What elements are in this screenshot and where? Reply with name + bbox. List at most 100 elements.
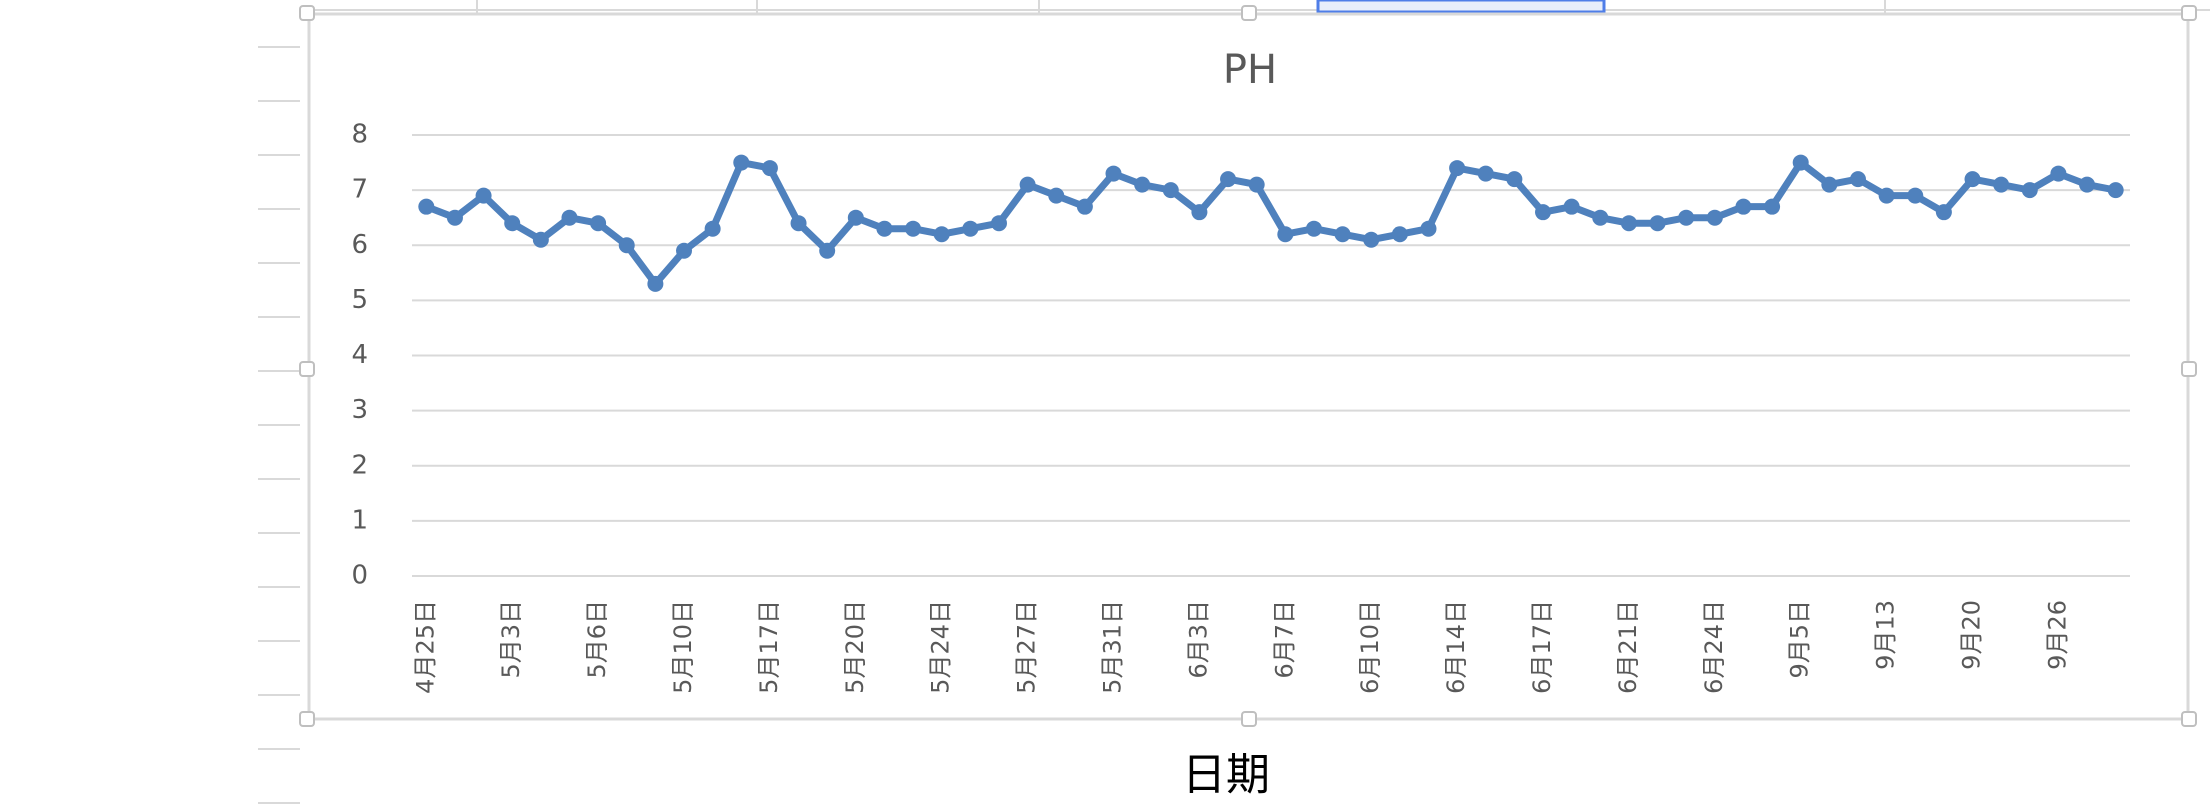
- x-tick-label: 6月24日: [1700, 600, 1728, 694]
- resize-handles: [299, 5, 2197, 727]
- data-point: [1735, 198, 1752, 215]
- y-tick-label: 2: [351, 450, 368, 480]
- handle[interactable]: [299, 361, 315, 377]
- y-tick-label: 1: [351, 505, 368, 535]
- x-tick-label: 5月10日: [669, 600, 697, 694]
- data-point: [1076, 198, 1093, 215]
- data-point: [475, 187, 492, 204]
- data-point: [1907, 187, 1924, 204]
- x-tick-label: 6月3日: [1184, 600, 1212, 679]
- data-point: [1935, 204, 1952, 221]
- data-point: [733, 154, 750, 171]
- data-point: [1334, 226, 1351, 243]
- data-point: [1305, 220, 1322, 237]
- data-point: [761, 160, 778, 177]
- x-tick-label: 5月31日: [1099, 600, 1127, 694]
- data-point: [1420, 220, 1437, 237]
- data-point: [1764, 198, 1781, 215]
- data-point: [618, 237, 635, 254]
- x-tick-label: 6月14日: [1442, 600, 1470, 694]
- data-point: [847, 209, 864, 226]
- data-point: [1792, 154, 1809, 171]
- data-point: [933, 226, 950, 243]
- data-point: [1162, 182, 1179, 199]
- data-point: [1449, 160, 1466, 177]
- data-point: [1535, 204, 1552, 221]
- y-tick-label: 8: [351, 120, 368, 150]
- data-point: [2079, 176, 2096, 193]
- data-point: [418, 198, 435, 215]
- handle[interactable]: [299, 711, 315, 727]
- data-point: [790, 215, 807, 232]
- data-point: [676, 242, 693, 259]
- x-tick-label: 9月20: [1958, 600, 1986, 670]
- data-point: [1878, 187, 1895, 204]
- data-point: [2107, 182, 2124, 199]
- data-point: [1821, 176, 1838, 193]
- y-tick-label: 7: [351, 175, 368, 205]
- data-point: [1019, 176, 1036, 193]
- data-point: [1563, 198, 1580, 215]
- y-tick-label: 3: [351, 395, 368, 425]
- data-point: [1477, 165, 1494, 182]
- data-point: [504, 215, 521, 232]
- cell-text: 日期: [1182, 750, 1270, 801]
- data-point: [704, 220, 721, 237]
- data-point: [1363, 231, 1380, 248]
- data-point: [1649, 215, 1666, 232]
- data-point: [1620, 215, 1637, 232]
- data-point: [532, 231, 549, 248]
- x-tick-label: 5月27日: [1013, 600, 1041, 694]
- data-point: [1048, 187, 1065, 204]
- handle[interactable]: [1241, 711, 1257, 727]
- data-point: [905, 220, 922, 237]
- handle[interactable]: [2181, 361, 2197, 377]
- data-point: [1592, 209, 1609, 226]
- y-tick-label: 0: [351, 561, 368, 591]
- data-point: [1105, 165, 1122, 182]
- x-tick-label: 9月13: [1872, 600, 1900, 670]
- data-point: [647, 275, 664, 292]
- data-point: [1134, 176, 1151, 193]
- row-borders: [258, 46, 300, 804]
- handle[interactable]: [2181, 5, 2197, 21]
- x-tick-label: 9月5日: [1786, 600, 1814, 679]
- data-point: [1220, 171, 1237, 188]
- data-point: [819, 242, 836, 259]
- data-point: [1849, 171, 1866, 188]
- x-tick-label: 6月7日: [1270, 600, 1298, 679]
- data-point: [2050, 165, 2067, 182]
- x-tick-label: 6月21日: [1614, 600, 1642, 694]
- chart-title: PH: [1223, 47, 1277, 93]
- data-point: [1678, 209, 1695, 226]
- data-point: [1964, 171, 1981, 188]
- data-point: [2021, 182, 2038, 199]
- handle[interactable]: [299, 5, 315, 21]
- x-tick-label: 5月3日: [497, 600, 525, 679]
- y-tick-label: 6: [351, 230, 368, 260]
- x-tick-label: 6月17日: [1528, 600, 1556, 694]
- x-tick-label: 5月17日: [755, 600, 783, 694]
- x-tick-label: 5月6日: [583, 600, 611, 679]
- data-point: [876, 220, 893, 237]
- handle[interactable]: [2181, 711, 2197, 727]
- data-point: [561, 209, 578, 226]
- selected-cell[interactable]: [1316, 0, 1606, 14]
- data-point: [1391, 226, 1408, 243]
- x-tick-label: 5月20日: [841, 600, 869, 694]
- handle[interactable]: [1241, 5, 1257, 21]
- chart-area[interactable]: [307, 12, 2190, 721]
- data-point: [962, 220, 979, 237]
- y-tick-label: 5: [351, 285, 368, 315]
- data-point: [446, 209, 463, 226]
- x-tick-label: 5月24日: [927, 600, 955, 694]
- data-point: [590, 215, 607, 232]
- data-point: [1191, 204, 1208, 221]
- y-tick-label: 4: [351, 340, 368, 370]
- data-point: [1993, 176, 2010, 193]
- data-point: [990, 215, 1007, 232]
- x-tick-label: 4月25日: [411, 600, 439, 694]
- x-tick-label: 9月26: [2043, 600, 2071, 670]
